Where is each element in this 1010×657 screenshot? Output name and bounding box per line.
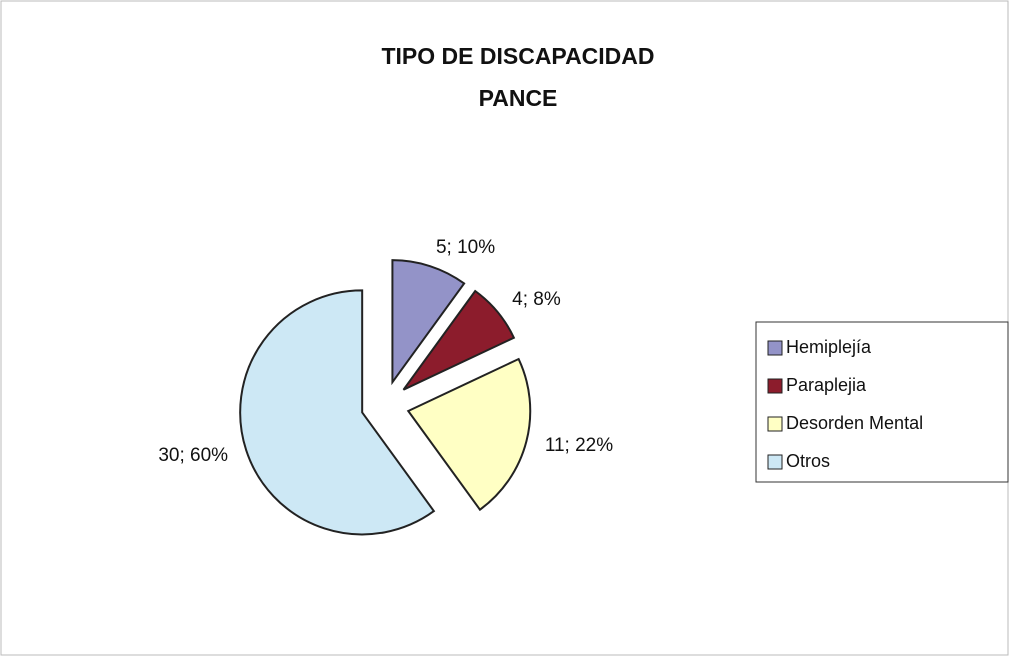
legend-label: Otros — [786, 451, 830, 471]
pie-slice — [391, 259, 466, 386]
legend-label: Hemiplejía — [786, 337, 872, 357]
data-label: 4; 8% — [512, 289, 561, 310]
legend-swatch — [767, 454, 783, 470]
data-label: 30; 60% — [158, 445, 228, 466]
legend-swatch — [767, 416, 783, 432]
legend-label: Desorden Mental — [786, 413, 923, 433]
legend-box — [755, 321, 1009, 483]
legend-swatch — [767, 378, 783, 394]
chart-title: PANCE — [479, 85, 558, 111]
pie-slice — [239, 289, 436, 536]
pie-slice — [406, 357, 532, 512]
pie-slice — [402, 289, 516, 391]
legend-swatch — [767, 340, 783, 356]
data-label: 11; 22% — [545, 435, 613, 456]
chart-title: TIPO DE DISCAPACIDAD — [381, 43, 654, 69]
data-label: 5; 10% — [436, 237, 495, 258]
legend-label: Paraplejia — [786, 375, 867, 395]
